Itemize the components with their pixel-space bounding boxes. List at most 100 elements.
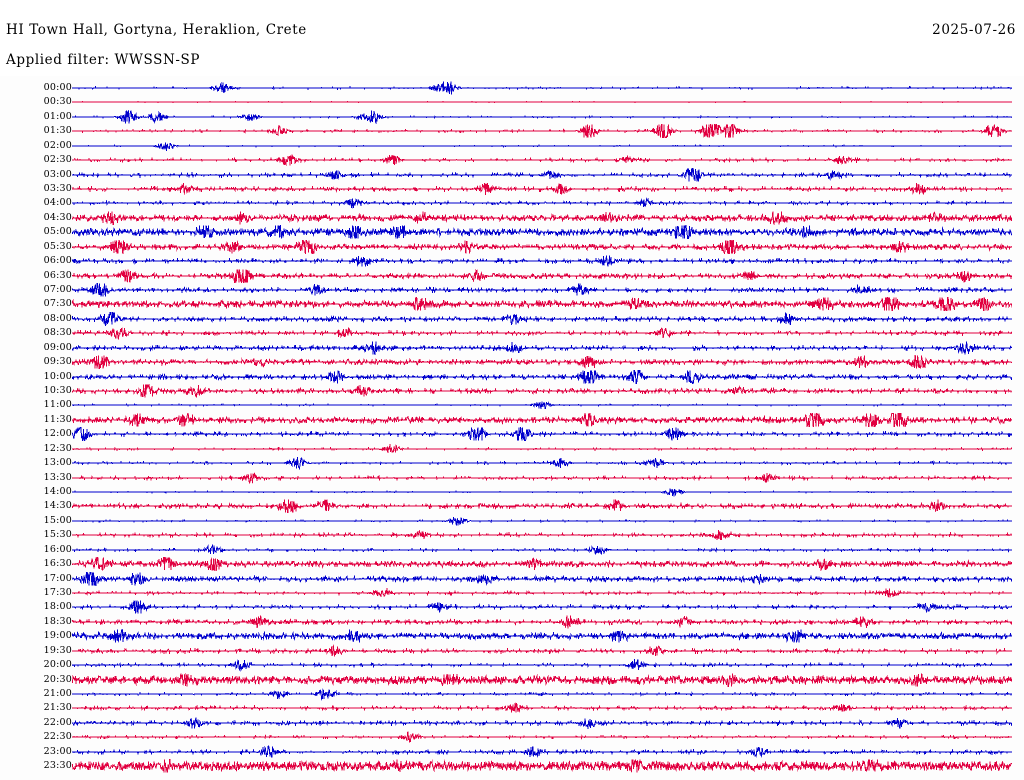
- row-time-label: 11:30: [43, 413, 72, 425]
- seismogram-row: 06:30: [0, 268, 1024, 283]
- seismogram-row: 18:30: [0, 615, 1024, 629]
- row-time-label: 19:00: [43, 630, 72, 642]
- trace-line: [72, 759, 1012, 773]
- trace-line: [72, 124, 1012, 139]
- row-time-label: 18:30: [43, 615, 72, 627]
- seismogram-row: 23:30: [0, 759, 1024, 773]
- seismogram-row: 18:00: [0, 600, 1024, 614]
- row-time-label: 09:30: [43, 356, 72, 368]
- trace-line: [72, 239, 1012, 254]
- row-time-label: 10:30: [43, 385, 72, 397]
- seismogram-row: 04:30: [0, 211, 1024, 225]
- row-time-label: 06:00: [43, 255, 72, 267]
- row-time-label: 21:00: [43, 688, 72, 700]
- seismogram-row: 20:00: [0, 658, 1024, 672]
- trace-line: [72, 341, 1012, 355]
- row-time-label: 05:00: [43, 226, 72, 238]
- row-time-label: 02:00: [43, 139, 72, 151]
- row-time-label: 23:00: [43, 745, 72, 757]
- trace-line: [72, 471, 1012, 485]
- trace-line: [72, 369, 1012, 384]
- row-time-label: 15:30: [43, 529, 72, 541]
- row-time-label: 11:00: [43, 399, 72, 411]
- row-time-label: 00:00: [43, 82, 72, 93]
- trace-line: [72, 225, 1012, 240]
- row-time-label: 19:30: [43, 644, 72, 656]
- row-time-label: 21:30: [43, 702, 72, 714]
- seismogram-row: 16:00: [0, 543, 1024, 557]
- row-time-label: 07:30: [43, 298, 72, 310]
- seismogram-row: 22:00: [0, 716, 1024, 730]
- seismogram-row: 16:30: [0, 557, 1024, 572]
- seismogram-row: 14:00: [0, 485, 1024, 499]
- row-time-label: 08:30: [43, 327, 72, 339]
- row-time-label: 23:30: [43, 760, 72, 772]
- seismogram-row: 17:30: [0, 586, 1024, 600]
- trace-line: [72, 658, 1012, 672]
- trace-line: [72, 629, 1012, 644]
- row-time-label: 13:30: [43, 471, 72, 483]
- row-time-label: 20:30: [43, 673, 72, 685]
- row-time-label: 12:00: [43, 428, 72, 440]
- seismogram-row: 10:00: [0, 369, 1024, 384]
- seismogram-row: 17:00: [0, 571, 1024, 586]
- row-time-label: 17:00: [43, 572, 72, 584]
- trace-line: [72, 384, 1012, 398]
- row-time-label: 13:00: [43, 457, 72, 469]
- seismogram-row: 12:00: [0, 427, 1024, 442]
- trace-line: [72, 672, 1012, 687]
- seismogram-row: 05:30: [0, 239, 1024, 254]
- row-time-label: 04:00: [43, 197, 72, 209]
- trace-line: [72, 355, 1012, 370]
- seismogram-row: 15:30: [0, 528, 1024, 542]
- seismogram-row: 07:00: [0, 283, 1024, 297]
- row-time-label: 01:30: [43, 125, 72, 137]
- seismogram-row: 12:30: [0, 442, 1024, 456]
- row-time-label: 06:30: [43, 269, 72, 281]
- seismogram-row: 05:00: [0, 225, 1024, 240]
- trace-line: [72, 442, 1012, 456]
- seismogram-row: 13:00: [0, 456, 1024, 471]
- row-time-label: 16:30: [43, 558, 72, 570]
- row-time-label: 07:00: [43, 284, 72, 296]
- seismogram-row: 00:00: [0, 81, 1024, 95]
- seismogram-row: 19:30: [0, 643, 1024, 658]
- seismogram-row: 09:30: [0, 355, 1024, 370]
- seismogram-row: 02:30: [0, 153, 1024, 167]
- row-time-label: 12:30: [43, 442, 72, 454]
- trace-line: [72, 615, 1012, 629]
- row-time-label: 15:00: [43, 514, 72, 526]
- record-date: 2025-07-26: [932, 22, 1016, 38]
- trace-line: [72, 643, 1012, 658]
- trace-line: [72, 109, 1012, 124]
- seismogram-row: 03:30: [0, 182, 1024, 196]
- seismogram-row: 14:30: [0, 499, 1024, 514]
- row-time-label: 05:30: [43, 240, 72, 252]
- seismogram-row: 09:00: [0, 341, 1024, 355]
- row-time-label: 04:30: [43, 211, 72, 223]
- page-title: HI Town Hall, Gortyna, Heraklion, Crete: [6, 22, 307, 38]
- seismogram-row: 22:30: [0, 730, 1024, 744]
- trace-line: [72, 687, 1012, 701]
- seismogram-row: 23:00: [0, 744, 1024, 759]
- trace-line: [72, 398, 1012, 412]
- seismogram-row: 11:00: [0, 398, 1024, 412]
- seismogram-row: 04:00: [0, 196, 1024, 210]
- trace-line: [72, 167, 1012, 182]
- trace-line: [72, 716, 1012, 730]
- seismogram-row: 02:00: [0, 139, 1024, 153]
- trace-line: [72, 701, 1012, 715]
- row-time-label: 03:00: [43, 168, 72, 180]
- row-time-label: 10:00: [43, 370, 72, 382]
- trace-line: [72, 139, 1012, 153]
- seismogram-row: 08:30: [0, 326, 1024, 340]
- row-time-label: 16:00: [43, 543, 72, 555]
- trace-line: [72, 557, 1012, 572]
- seismogram-row: 08:00: [0, 311, 1024, 326]
- trace-line: [72, 196, 1012, 210]
- seismogram-row: 19:00: [0, 629, 1024, 644]
- seismogram-row: 07:30: [0, 297, 1024, 312]
- seismogram-row: 03:00: [0, 167, 1024, 182]
- row-time-label: 20:00: [43, 659, 72, 671]
